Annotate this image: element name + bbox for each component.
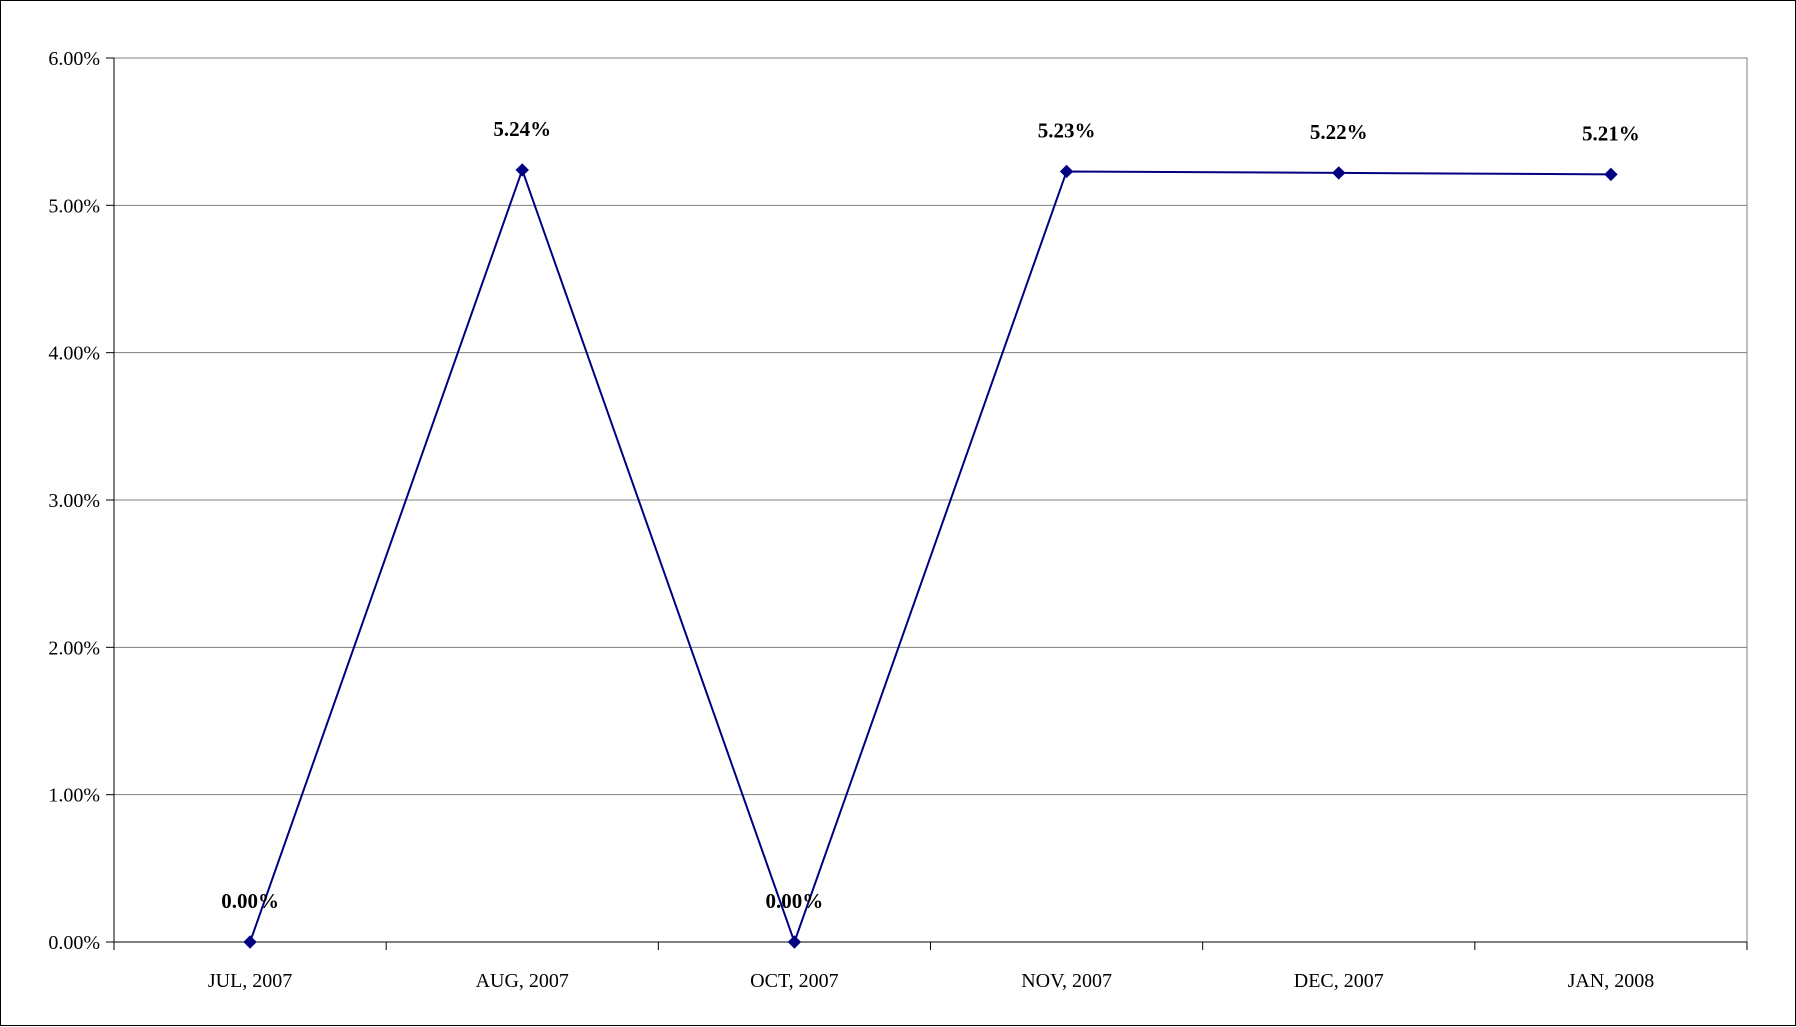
data-label: 5.21% [1582, 121, 1640, 145]
data-point-marker [1332, 166, 1346, 180]
x-tick-label: JUL, 2007 [208, 970, 292, 992]
series-markers [243, 163, 1618, 949]
y-tick-label: 0.00% [48, 932, 100, 954]
x-tick-label: NOV, 2007 [1021, 970, 1112, 992]
x-tick-label: DEC, 2007 [1294, 970, 1384, 992]
y-tick-label: 5.00% [48, 195, 100, 217]
y-tick-labels: 0.00% 1.00% 2.00% 3.00% 4.00% 5.00% 6.00% [48, 48, 100, 954]
x-tick-label: OCT, 2007 [750, 970, 839, 992]
series-line [249, 166, 1611, 946]
data-label: 5.24% [493, 117, 551, 141]
data-point-marker [243, 935, 257, 949]
y-tick-label: 3.00% [48, 490, 100, 512]
axes [106, 57, 1748, 950]
data-label: 0.00% [766, 889, 824, 913]
data-label: 0.00% [221, 889, 279, 913]
x-tick-label: AUG, 2007 [476, 970, 569, 992]
data-point-marker [787, 935, 802, 949]
y-tick-label: 6.00% [48, 48, 100, 70]
data-point-marker [515, 163, 529, 177]
data-point-marker [1604, 167, 1618, 182]
y-tick-label: 2.00% [48, 637, 100, 659]
data-label: 5.22% [1310, 120, 1368, 144]
x-tick-label: JAN, 2008 [1568, 970, 1655, 992]
x-tick-labels: JUL, 2007 AUG, 2007 OCT, 2007 NOV, 2007 DEC,… [208, 970, 1654, 992]
y-tick-label: 1.00% [48, 785, 100, 807]
grid-lines [114, 57, 1747, 796]
series-line-layer [249, 166, 1611, 946]
data-labels: 0.00% 5.24% 0.00% 5.23% 5.22% 5.21% [221, 117, 1640, 913]
y-tick-label: 4.00% [48, 343, 100, 365]
data-point-marker [1059, 164, 1074, 179]
data-label: 5.23% [1038, 118, 1096, 142]
